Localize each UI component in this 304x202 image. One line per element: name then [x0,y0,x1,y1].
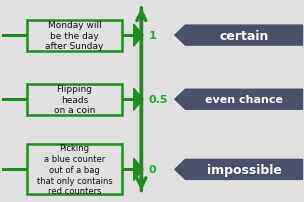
Text: 0: 0 [149,165,157,175]
Text: even chance: even chance [205,95,283,105]
Text: Flipping
heads
on a coin: Flipping heads on a coin [54,85,95,115]
Polygon shape [175,26,302,46]
Text: 0.5: 0.5 [149,95,168,105]
Polygon shape [175,160,302,180]
Text: certain: certain [219,29,269,42]
Text: 1: 1 [149,31,157,41]
FancyBboxPatch shape [27,21,122,51]
Polygon shape [134,89,143,111]
Text: impossible: impossible [206,163,282,176]
Text: Picking
a blue counter
out of a bag
that only contains
red counters: Picking a blue counter out of a bag that… [36,144,112,195]
Polygon shape [134,25,143,47]
FancyBboxPatch shape [27,145,122,195]
Polygon shape [175,90,302,110]
Polygon shape [134,159,143,181]
FancyBboxPatch shape [27,84,122,115]
Text: Monday will
be the day
after Sunday: Monday will be the day after Sunday [45,21,104,51]
